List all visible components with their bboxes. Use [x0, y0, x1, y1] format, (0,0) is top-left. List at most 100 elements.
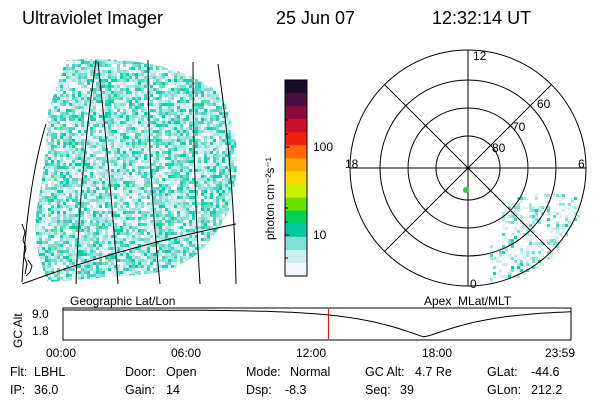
emission-pixel: [225, 190, 228, 193]
emission-pixel: [120, 190, 123, 193]
emission-pixel: [87, 88, 90, 91]
instrument-title: Ultraviolet Imager: [22, 8, 164, 28]
emission-pixel: [174, 109, 177, 112]
emission-pixel: [72, 64, 75, 67]
emission-pixel: [99, 151, 102, 154]
emission-pixel: [213, 70, 216, 73]
emission-pixel: [177, 115, 180, 118]
emission-pixel: [210, 205, 213, 208]
emission-pixel: [102, 211, 105, 214]
emission-pixel: [57, 70, 60, 73]
emission-pixel: [90, 223, 93, 226]
emission-pixel: [198, 148, 201, 151]
emission-pixel: [69, 211, 72, 214]
emission-pixel: [234, 124, 237, 127]
emission-pixel: [78, 91, 81, 94]
emission-pixel: [246, 91, 249, 94]
emission-pixel: [207, 175, 210, 178]
emission-pixel: [246, 181, 249, 184]
emission-pixel: [204, 139, 207, 142]
emission-pixel: [195, 61, 198, 64]
emission-pixel: [63, 118, 66, 121]
emission-pixel: [27, 163, 30, 166]
emission-pixel: [45, 133, 48, 136]
emission-pixel: [126, 154, 129, 157]
emission-pixel: [24, 187, 27, 190]
emission-pixel: [66, 139, 69, 142]
emission-pixel: [75, 103, 78, 106]
emission-pixel: [141, 190, 144, 193]
emission-pixel: [240, 235, 243, 238]
emission-pixel: [66, 157, 69, 160]
emission-pixel: [114, 238, 117, 241]
emission-pixel: [183, 64, 186, 67]
emission-pixel: [117, 121, 120, 124]
emission-pixel: [171, 142, 174, 145]
emission-pixel: [123, 118, 126, 121]
emission-pixel: [180, 223, 183, 226]
emission-pixel: [186, 136, 189, 139]
emission-pixel: [240, 160, 243, 163]
emission-pixel: [99, 178, 102, 181]
emission-pixel: [237, 205, 240, 208]
emission-pixel: [99, 181, 102, 184]
emission-pixel: [234, 64, 237, 67]
emission-pixel: [24, 142, 27, 145]
emission-pixel: [123, 76, 126, 79]
emission-pixel: [180, 61, 183, 64]
emission-pixel: [141, 178, 144, 181]
emission-pixel: [159, 193, 162, 196]
emission-pixel: [153, 97, 156, 100]
emission-pixel: [105, 121, 108, 124]
emission-pixel: [147, 190, 150, 193]
emission-pixel: [93, 106, 96, 109]
emission-pixel: [168, 163, 171, 166]
emission-pixel: [174, 64, 177, 67]
emission-pixel: [162, 187, 165, 190]
emission-pixel: [42, 55, 45, 58]
emission-pixel: [81, 220, 84, 223]
emission-pixel: [192, 238, 195, 241]
emission-pixel: [18, 55, 21, 58]
emission-pixel: [72, 121, 75, 124]
emission-pixel: [177, 136, 180, 139]
emission-pixel: [60, 130, 63, 133]
emission-pixel: [135, 64, 138, 67]
emission-pixel: [123, 160, 126, 163]
emission-pixel: [111, 223, 114, 226]
emission-pixel: [120, 205, 123, 208]
emission-pixel: [126, 55, 129, 58]
emission-pixel: [195, 199, 198, 202]
emission-pixel: [141, 88, 144, 91]
emission-pixel: [213, 190, 216, 193]
emission-pixel: [99, 154, 102, 157]
emission-pixel: [174, 187, 177, 190]
emission-pixel: [159, 145, 162, 148]
emission-pixel: [138, 67, 141, 70]
emission-pixel: [132, 205, 135, 208]
emission-pixel: [249, 121, 250, 124]
emission-pixel: [33, 55, 36, 58]
emission-pixel: [159, 175, 162, 178]
emission-pixel: [84, 223, 87, 226]
emission-pixel: [87, 238, 90, 241]
emission-pixel: [249, 184, 250, 187]
emission-pixel: [141, 211, 144, 214]
emission-pixel: [180, 157, 183, 160]
emission-pixel: [147, 124, 150, 127]
emission-pixel: [45, 145, 48, 148]
emission-pixel: [126, 205, 129, 208]
emission-pixel: [126, 238, 129, 241]
emission-pixel: [156, 64, 159, 67]
emission-pixel: [93, 211, 96, 214]
emission-pixel: [183, 223, 186, 226]
emission-pixel: [159, 196, 162, 199]
emission-pixel: [183, 59, 186, 61]
emission-pixel: [117, 106, 120, 109]
emission-pixel: [210, 199, 213, 202]
emission-pixel: [141, 184, 144, 187]
emission-pixel: [228, 115, 231, 118]
emission-pixel: [78, 181, 81, 184]
emission-pixel: [228, 184, 231, 187]
emission-pixel: [24, 70, 27, 73]
